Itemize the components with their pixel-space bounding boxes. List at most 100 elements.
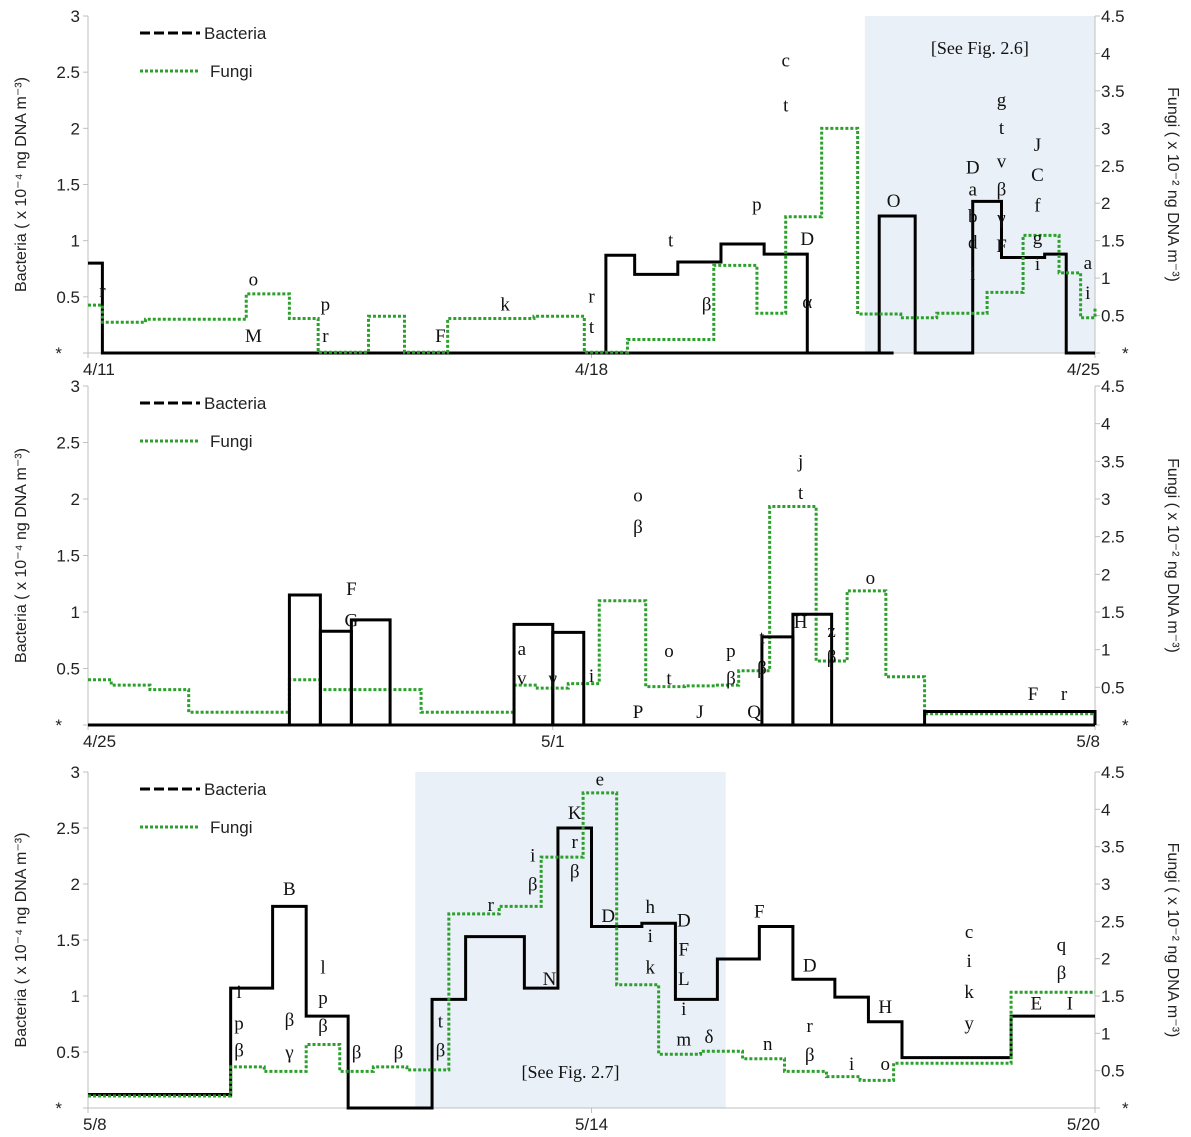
annotation-label: d: [968, 233, 978, 254]
annotation-label: e: [596, 769, 604, 790]
annotation-label: o: [880, 1054, 890, 1075]
bacteria-step: [318, 629, 353, 725]
legend-label-bacteria: Bacteria: [204, 24, 267, 43]
left-tick-label: 1: [71, 603, 80, 622]
right-tick-label: 3: [1101, 875, 1110, 894]
annotation-label: D: [803, 955, 817, 976]
annotation-label: t: [666, 668, 672, 689]
annotation-label: D: [601, 906, 615, 927]
right-tick-label: 0.5: [1101, 1062, 1125, 1081]
annotation-label: α: [802, 292, 812, 313]
right-tick-label: 4.5: [1101, 7, 1125, 26]
annotation-label: q: [1057, 935, 1067, 956]
shaded-region: [864, 16, 1095, 353]
annotation-label: r: [322, 326, 329, 347]
annotation-label: β: [352, 1043, 362, 1064]
annotation-label: β: [285, 1010, 295, 1031]
bacteria-step: [760, 635, 795, 725]
annotation-label: v: [517, 668, 527, 689]
annotation-label: I: [1067, 993, 1073, 1014]
right-axis-label: Fungi ( x 10⁻² ng DNA m⁻³): [1164, 843, 1181, 1038]
annotation-label: c: [781, 51, 789, 72]
series-line-fungi: [88, 126, 1097, 354]
annotation-label: F: [754, 902, 765, 923]
annotation-label: t: [999, 118, 1005, 139]
annotation-label: β: [318, 1016, 328, 1037]
annotation-label: i: [1085, 283, 1090, 304]
annotation-label: γ: [284, 1043, 293, 1064]
annotation-label: o: [866, 568, 876, 589]
legend-label-bacteria: Bacteria: [204, 394, 267, 413]
x-tick-label: 4/25: [1067, 360, 1100, 379]
annotation-label: γ: [996, 208, 1005, 229]
left-tick-label: 1: [71, 232, 80, 251]
annotation-label: β: [633, 517, 643, 538]
right-tick-label: 2.5: [1101, 528, 1125, 547]
right-tick-label: 3.5: [1101, 82, 1125, 101]
annotation-label: F: [679, 940, 690, 961]
legend-label-fungi: Fungi: [210, 62, 253, 81]
annotation-label: t: [438, 1011, 444, 1032]
right-tick-label: 4: [1101, 415, 1110, 434]
shaded-note: [See Fig. 2.6]: [931, 38, 1029, 58]
right-tick-label: 1: [1101, 269, 1110, 288]
annotation-label: n: [763, 1034, 773, 1055]
right-tick-label: 2.5: [1101, 157, 1125, 176]
annotation-label: t: [798, 483, 804, 504]
annotation-label: P: [633, 702, 644, 723]
bacteria-step: [287, 593, 322, 725]
annotation-label: o: [664, 641, 674, 662]
annotation-label: β: [234, 1040, 244, 1061]
left-tick-label: 1: [71, 987, 80, 1006]
left-tick-label: 2: [71, 875, 80, 894]
shaded-note: [See Fig. 2.7]: [522, 1062, 620, 1082]
bacteria-step: [551, 630, 586, 725]
x-tick-label: 5/8: [1076, 732, 1100, 751]
annotation-label: r: [807, 1016, 814, 1037]
right-axis-label: Fungi ( x 10⁻² ng DNA m⁻³): [1164, 458, 1181, 653]
left-tick-label: 2.5: [56, 819, 80, 838]
left-tick-label: 3: [71, 7, 80, 26]
right-tick-label: 1: [1101, 641, 1110, 660]
annotation-label: v: [997, 152, 1007, 173]
annotation-label: F: [435, 326, 446, 347]
annotation-label: F: [996, 236, 1007, 257]
annotation-label: r: [99, 281, 106, 302]
right-tick-label: 3.5: [1101, 838, 1125, 857]
x-tick-label: 5/1: [541, 732, 565, 751]
annotation-label: β: [570, 861, 580, 882]
right-tick-label: *: [1122, 716, 1129, 735]
annotation-label: c: [965, 922, 973, 943]
series-line-fungi: [88, 791, 1095, 1098]
annotation-label: L: [678, 969, 690, 990]
annotation-label: p: [234, 1014, 244, 1035]
annotation-label: β: [1057, 963, 1067, 984]
right-tick-label: 1.5: [1101, 232, 1125, 251]
annotation-label: β: [997, 180, 1007, 201]
annotation-label: G: [345, 611, 359, 632]
annotation-label: H: [794, 612, 808, 633]
x-tick-label: 5/8: [83, 1115, 107, 1134]
left-tick-label: 1.5: [56, 547, 80, 566]
right-tick-label: 2: [1101, 950, 1110, 969]
left-tick-label: *: [55, 1099, 62, 1118]
annotation-label: Q: [747, 702, 761, 723]
annotation-label: z: [827, 621, 835, 642]
annotation-label: i: [648, 926, 653, 947]
annotation-label: r: [572, 832, 579, 853]
right-tick-label: 4: [1101, 44, 1110, 63]
annotation-label: M: [245, 326, 262, 347]
annotation-label: a: [1084, 253, 1093, 274]
annotation-label: F: [346, 579, 357, 600]
annotation-label: t: [589, 317, 595, 338]
annotation-label: g: [1033, 228, 1043, 249]
annotation-label: m: [676, 1029, 691, 1050]
annotation-label: p: [752, 194, 762, 215]
right-tick-label: 3: [1101, 119, 1110, 138]
left-axis-label: Bacteria ( x 10⁻⁴ ng DNA m⁻³): [13, 77, 30, 292]
annotation-label: i: [849, 1054, 854, 1075]
annotation-label: h: [645, 897, 655, 918]
left-tick-label: 1.5: [56, 931, 80, 950]
right-axis-label: Fungi ( x 10⁻² ng DNA m⁻³): [1164, 87, 1181, 282]
x-tick-label: 4/25: [83, 732, 116, 751]
